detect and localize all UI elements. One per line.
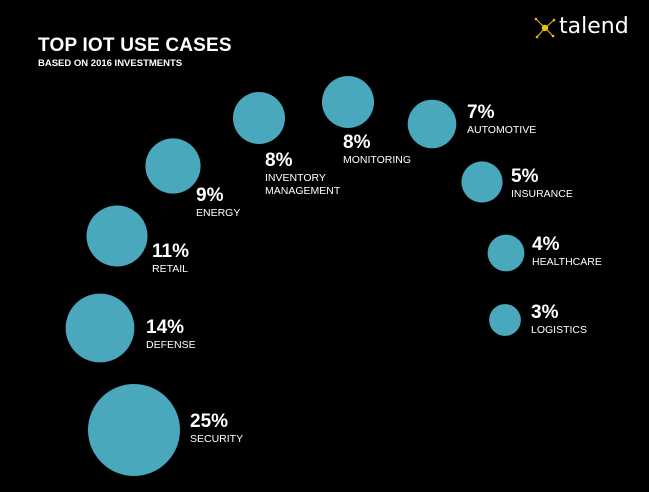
bubble-healthcare — [487, 234, 525, 272]
value-label-logistics: 3% — [531, 302, 559, 323]
value-label-monitoring: 8% — [343, 132, 371, 153]
bubble-energy — [145, 138, 201, 194]
value-label-inventory-management: 8% — [265, 150, 293, 171]
value-label-energy: 9% — [196, 185, 224, 206]
bubble-insurance — [461, 161, 503, 203]
category-label-monitoring: MONITORING — [343, 154, 412, 166]
chart-subtitle: BASED ON 2016 INVESTMENTS — [38, 58, 183, 69]
chart-title: TOP IOT USE CASES — [38, 35, 232, 56]
category-label-logistics: LOGISTICS — [531, 324, 588, 336]
category-label-inventory-management: INVENTORY MANAGEMENT — [265, 172, 341, 197]
value-label-retail: 11% — [152, 241, 189, 262]
value-label-security: 25% — [190, 411, 229, 432]
category-label-healthcare: HEALTHCARE — [532, 256, 602, 268]
talend-logo: talend — [533, 12, 633, 44]
category-label-automotive: AUTOMOTIVE — [467, 124, 537, 136]
category-label-energy: ENERGY — [196, 207, 241, 219]
category-label-defense: DEFENSE — [146, 339, 196, 351]
category-label-insurance: INSURANCE — [511, 188, 573, 200]
bubble-inventory-management — [233, 92, 285, 144]
talend-star-icon — [534, 17, 556, 39]
bubble-defense — [65, 293, 135, 363]
value-label-automotive: 7% — [467, 102, 495, 123]
bubble-monitoring — [322, 76, 374, 128]
category-label-retail: RETAIL — [152, 263, 188, 275]
value-label-healthcare: 4% — [532, 234, 560, 255]
value-label-insurance: 5% — [511, 166, 539, 187]
bubble-logistics — [489, 304, 521, 336]
bubble-security — [88, 384, 180, 476]
bubble-automotive — [407, 99, 457, 149]
value-label-defense: 14% — [146, 317, 185, 338]
bubble-retail — [86, 205, 148, 267]
logo-wordmark: talend — [559, 14, 629, 39]
category-label-security: SECURITY — [190, 433, 244, 445]
